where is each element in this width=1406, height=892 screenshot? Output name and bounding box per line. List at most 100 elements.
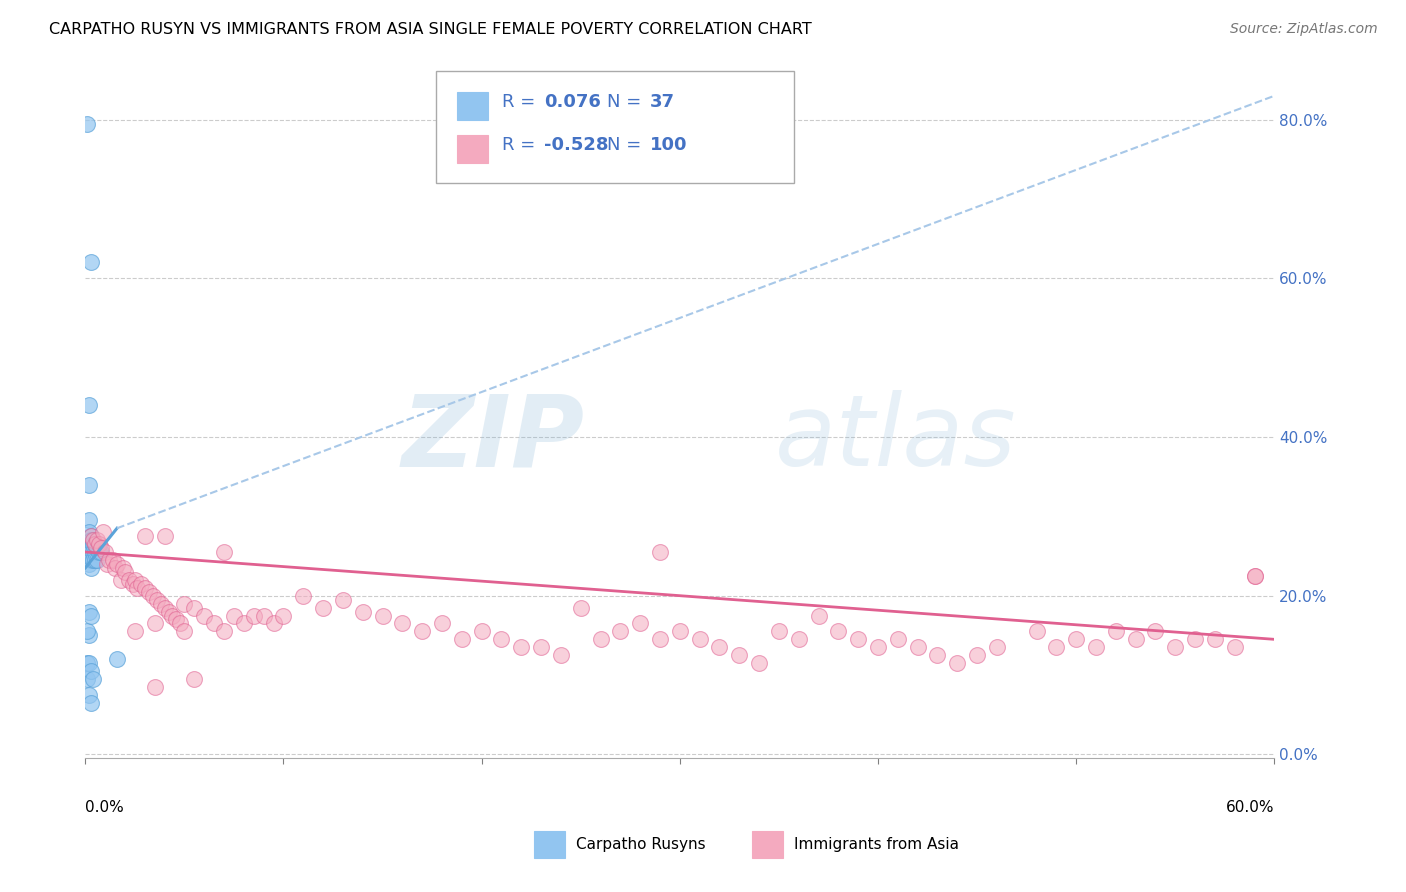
Text: R =: R = — [502, 93, 541, 111]
Point — [222, 608, 245, 623]
Text: CARPATHO RUSYN VS IMMIGRANTS FROM ASIA SINGLE FEMALE POVERTY CORRELATION CHART: CARPATHO RUSYN VS IMMIGRANTS FROM ASIA S… — [49, 22, 811, 37]
Point — [1223, 640, 1246, 655]
Point — [491, 632, 513, 647]
Point — [80, 255, 103, 269]
Point — [80, 545, 103, 559]
Point — [142, 589, 165, 603]
Point — [411, 624, 433, 639]
Point — [263, 616, 285, 631]
Point — [332, 592, 354, 607]
Point — [153, 529, 176, 543]
Point — [628, 616, 651, 631]
Point — [153, 600, 176, 615]
Point — [80, 561, 103, 575]
Point — [589, 632, 612, 647]
Point — [1144, 624, 1167, 639]
Point — [84, 537, 107, 551]
Point — [77, 688, 100, 702]
Point — [169, 616, 191, 631]
Point — [82, 672, 104, 686]
Text: -0.528: -0.528 — [544, 136, 609, 153]
Point — [787, 632, 810, 647]
Point — [101, 553, 124, 567]
Point — [149, 597, 172, 611]
Point — [807, 608, 830, 623]
Point — [866, 640, 889, 655]
Point — [709, 640, 731, 655]
Point — [80, 664, 103, 678]
Point — [111, 561, 134, 575]
Point — [471, 624, 494, 639]
Point — [114, 565, 136, 579]
Point — [202, 616, 225, 631]
Point — [1105, 624, 1128, 639]
Point — [173, 624, 195, 639]
Point — [1204, 632, 1226, 647]
Point — [183, 600, 205, 615]
Point — [94, 545, 117, 559]
Point — [129, 576, 152, 591]
Point — [1243, 569, 1265, 583]
Point — [77, 477, 100, 491]
Point — [550, 648, 572, 663]
Point — [1125, 632, 1147, 647]
Point — [77, 513, 100, 527]
Point — [143, 680, 166, 694]
Point — [110, 573, 132, 587]
Point — [846, 632, 869, 647]
Point — [371, 608, 394, 623]
Point — [77, 656, 100, 670]
Point — [1085, 640, 1108, 655]
Point — [82, 533, 104, 548]
Point — [648, 632, 671, 647]
Point — [569, 600, 592, 615]
Point — [292, 589, 315, 603]
Point — [134, 529, 156, 543]
Point — [986, 640, 1008, 655]
Point — [80, 529, 103, 543]
Point — [312, 600, 335, 615]
Point — [748, 656, 770, 670]
Point — [76, 624, 98, 639]
Point — [76, 656, 98, 670]
Text: Source: ZipAtlas.com: Source: ZipAtlas.com — [1230, 22, 1378, 37]
Point — [80, 696, 103, 710]
Point — [80, 541, 103, 555]
Text: 60.0%: 60.0% — [1226, 800, 1274, 815]
Point — [80, 529, 103, 543]
Point — [96, 557, 118, 571]
Point — [609, 624, 631, 639]
Point — [90, 541, 112, 555]
Point — [689, 632, 711, 647]
Point — [77, 525, 100, 540]
Point — [105, 652, 128, 666]
Point — [183, 672, 205, 686]
Text: ZIP: ZIP — [402, 391, 585, 487]
Point — [125, 581, 148, 595]
Point — [80, 608, 103, 623]
Point — [966, 648, 988, 663]
Point — [1164, 640, 1187, 655]
Point — [1045, 640, 1067, 655]
Point — [907, 640, 929, 655]
Point — [927, 648, 949, 663]
Text: R =: R = — [502, 136, 541, 153]
Point — [166, 612, 188, 626]
Point — [768, 624, 790, 639]
Point — [173, 597, 195, 611]
Point — [134, 581, 156, 595]
Point — [84, 537, 107, 551]
Point — [145, 592, 167, 607]
Point — [86, 541, 108, 555]
Point — [76, 117, 98, 131]
Text: atlas: atlas — [775, 391, 1017, 487]
Point — [124, 573, 146, 587]
Point — [82, 545, 104, 559]
Point — [89, 537, 111, 551]
Point — [232, 616, 254, 631]
Point — [887, 632, 910, 647]
Text: Carpatho Rusyns: Carpatho Rusyns — [576, 838, 706, 852]
Point — [450, 632, 472, 647]
Point — [193, 608, 215, 623]
Point — [648, 545, 671, 559]
